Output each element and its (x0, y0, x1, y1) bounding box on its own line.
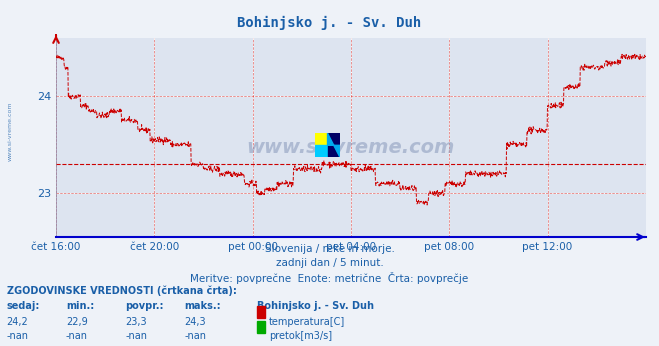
Text: Bohinjsko j. - Sv. Duh: Bohinjsko j. - Sv. Duh (237, 16, 422, 30)
Text: www.si-vreme.com: www.si-vreme.com (246, 138, 455, 157)
Text: -nan: -nan (7, 331, 28, 342)
Polygon shape (315, 145, 328, 157)
Text: 24,3: 24,3 (185, 317, 206, 327)
Text: min.:: min.: (66, 301, 94, 311)
Text: -nan: -nan (185, 331, 206, 342)
Text: Meritve: povprečne  Enote: metrične  Črta: povprečje: Meritve: povprečne Enote: metrične Črta:… (190, 272, 469, 284)
Text: povpr.:: povpr.: (125, 301, 163, 311)
Text: Bohinjsko j. - Sv. Duh: Bohinjsko j. - Sv. Duh (257, 301, 374, 311)
Polygon shape (315, 133, 328, 145)
Text: zadnji dan / 5 minut.: zadnji dan / 5 minut. (275, 258, 384, 268)
Polygon shape (328, 133, 340, 157)
Text: -nan: -nan (125, 331, 147, 342)
Text: 23,3: 23,3 (125, 317, 147, 327)
Text: Slovenija / reke in morje.: Slovenija / reke in morje. (264, 244, 395, 254)
Text: www.si-vreme.com: www.si-vreme.com (8, 102, 13, 161)
Text: maks.:: maks.: (185, 301, 221, 311)
Text: temperatura[C]: temperatura[C] (269, 317, 345, 327)
Polygon shape (328, 133, 340, 157)
Text: pretok[m3/s]: pretok[m3/s] (269, 331, 332, 342)
Text: ZGODOVINSKE VREDNOSTI (črtkana črta):: ZGODOVINSKE VREDNOSTI (črtkana črta): (7, 285, 237, 296)
Text: 24,2: 24,2 (7, 317, 28, 327)
Text: 22,9: 22,9 (66, 317, 88, 327)
Text: sedaj:: sedaj: (7, 301, 40, 311)
Text: -nan: -nan (66, 331, 88, 342)
